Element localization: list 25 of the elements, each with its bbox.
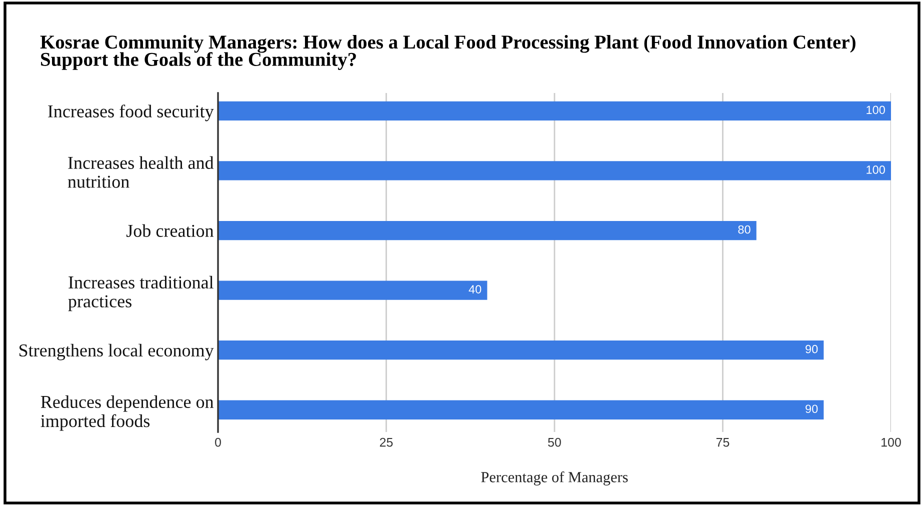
y-tick-label: Reduces dependence on imported foods [40, 395, 214, 431]
data-label: 90 [806, 404, 818, 414]
y-tick-label: Increases traditional practices [68, 276, 214, 312]
x-tick-label: 50 [548, 438, 561, 447]
y-tick-label: Increases food security [48, 104, 214, 122]
x-tick-label: 75 [716, 438, 730, 447]
x-tick-label: 100 [882, 438, 901, 447]
data-label: 40 [468, 285, 482, 294]
bar [218, 220, 756, 240]
data-label: 80 [738, 225, 750, 234]
data-label: 90 [806, 344, 818, 354]
y-tick-label: Job creation [126, 224, 214, 237]
data-label: 100 [866, 166, 885, 174]
bar [218, 280, 488, 300]
chart-title: Kosrae Community Managers: How does a Local Food Processing Plant (Food Innovation Center) Support the Goals of the Community? [40, 35, 856, 70]
x-axis-title: Percentage of Managers [481, 471, 628, 486]
bar [218, 101, 891, 121]
y-tick-label: Strengthens local economy [19, 344, 214, 360]
y-tick-label: Increases health and nutrition [68, 156, 214, 188]
data-label: 100 [866, 106, 885, 114]
bar [218, 340, 824, 360]
bar [218, 400, 824, 420]
x-tick-label: 25 [380, 438, 393, 447]
x-tick-label: 0 [215, 438, 221, 447]
bar [218, 161, 891, 180]
